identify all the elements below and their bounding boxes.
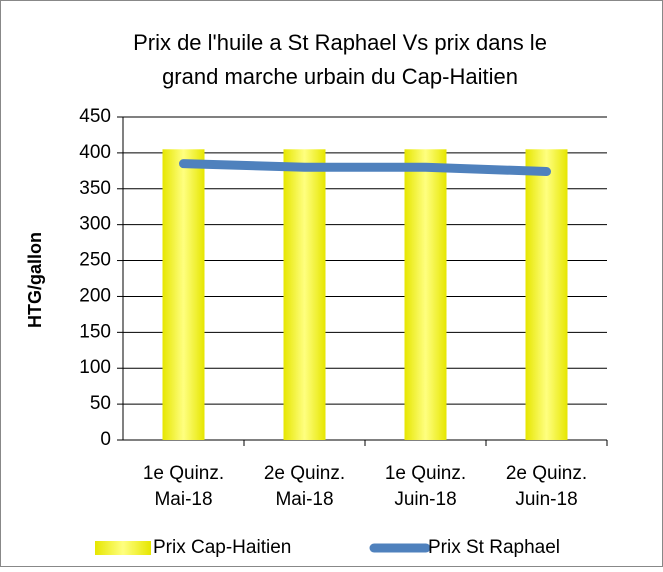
y-tick-label: 400 [79, 142, 111, 163]
x-tick-label: Mai-18 [154, 489, 212, 510]
y-tick-label: 350 [79, 178, 111, 199]
x-tick-label: Juin-18 [515, 489, 577, 510]
legend-swatch [95, 541, 151, 555]
bar [283, 149, 326, 441]
y-tick-label: 200 [79, 285, 111, 306]
y-tick-label: 0 [100, 429, 111, 450]
legend-label: Prix Cap-Haitien [153, 537, 291, 558]
chart-title: Prix de l'huile a St Raphael Vs prix dan… [133, 30, 547, 55]
bar [162, 149, 205, 441]
x-tick-label: 1e Quinz. [385, 463, 466, 484]
y-tick-label: 300 [79, 214, 111, 235]
y-tick-label: 450 [79, 106, 111, 127]
bar [525, 149, 568, 441]
y-tick-label: 150 [79, 321, 111, 342]
line [179, 159, 551, 177]
x-tick-label: 2e Quinz. [264, 463, 345, 484]
x-tick-label: Mai-18 [275, 489, 333, 510]
x-tick-label: 1e Quinz. [143, 463, 224, 484]
legend-label: Prix St Raphael [428, 537, 560, 558]
y-tick-label: 50 [90, 393, 111, 414]
chart-title: grand marche urbain du Cap-Haitien [162, 64, 518, 89]
y-axis-label: HTG/gallon [25, 232, 45, 328]
y-tick-label: 250 [79, 250, 111, 271]
x-tick-label: Juin-18 [394, 489, 456, 510]
y-tick-label: 100 [79, 357, 111, 378]
bar [404, 149, 447, 441]
x-tick-label: 2e Quinz. [506, 463, 587, 484]
